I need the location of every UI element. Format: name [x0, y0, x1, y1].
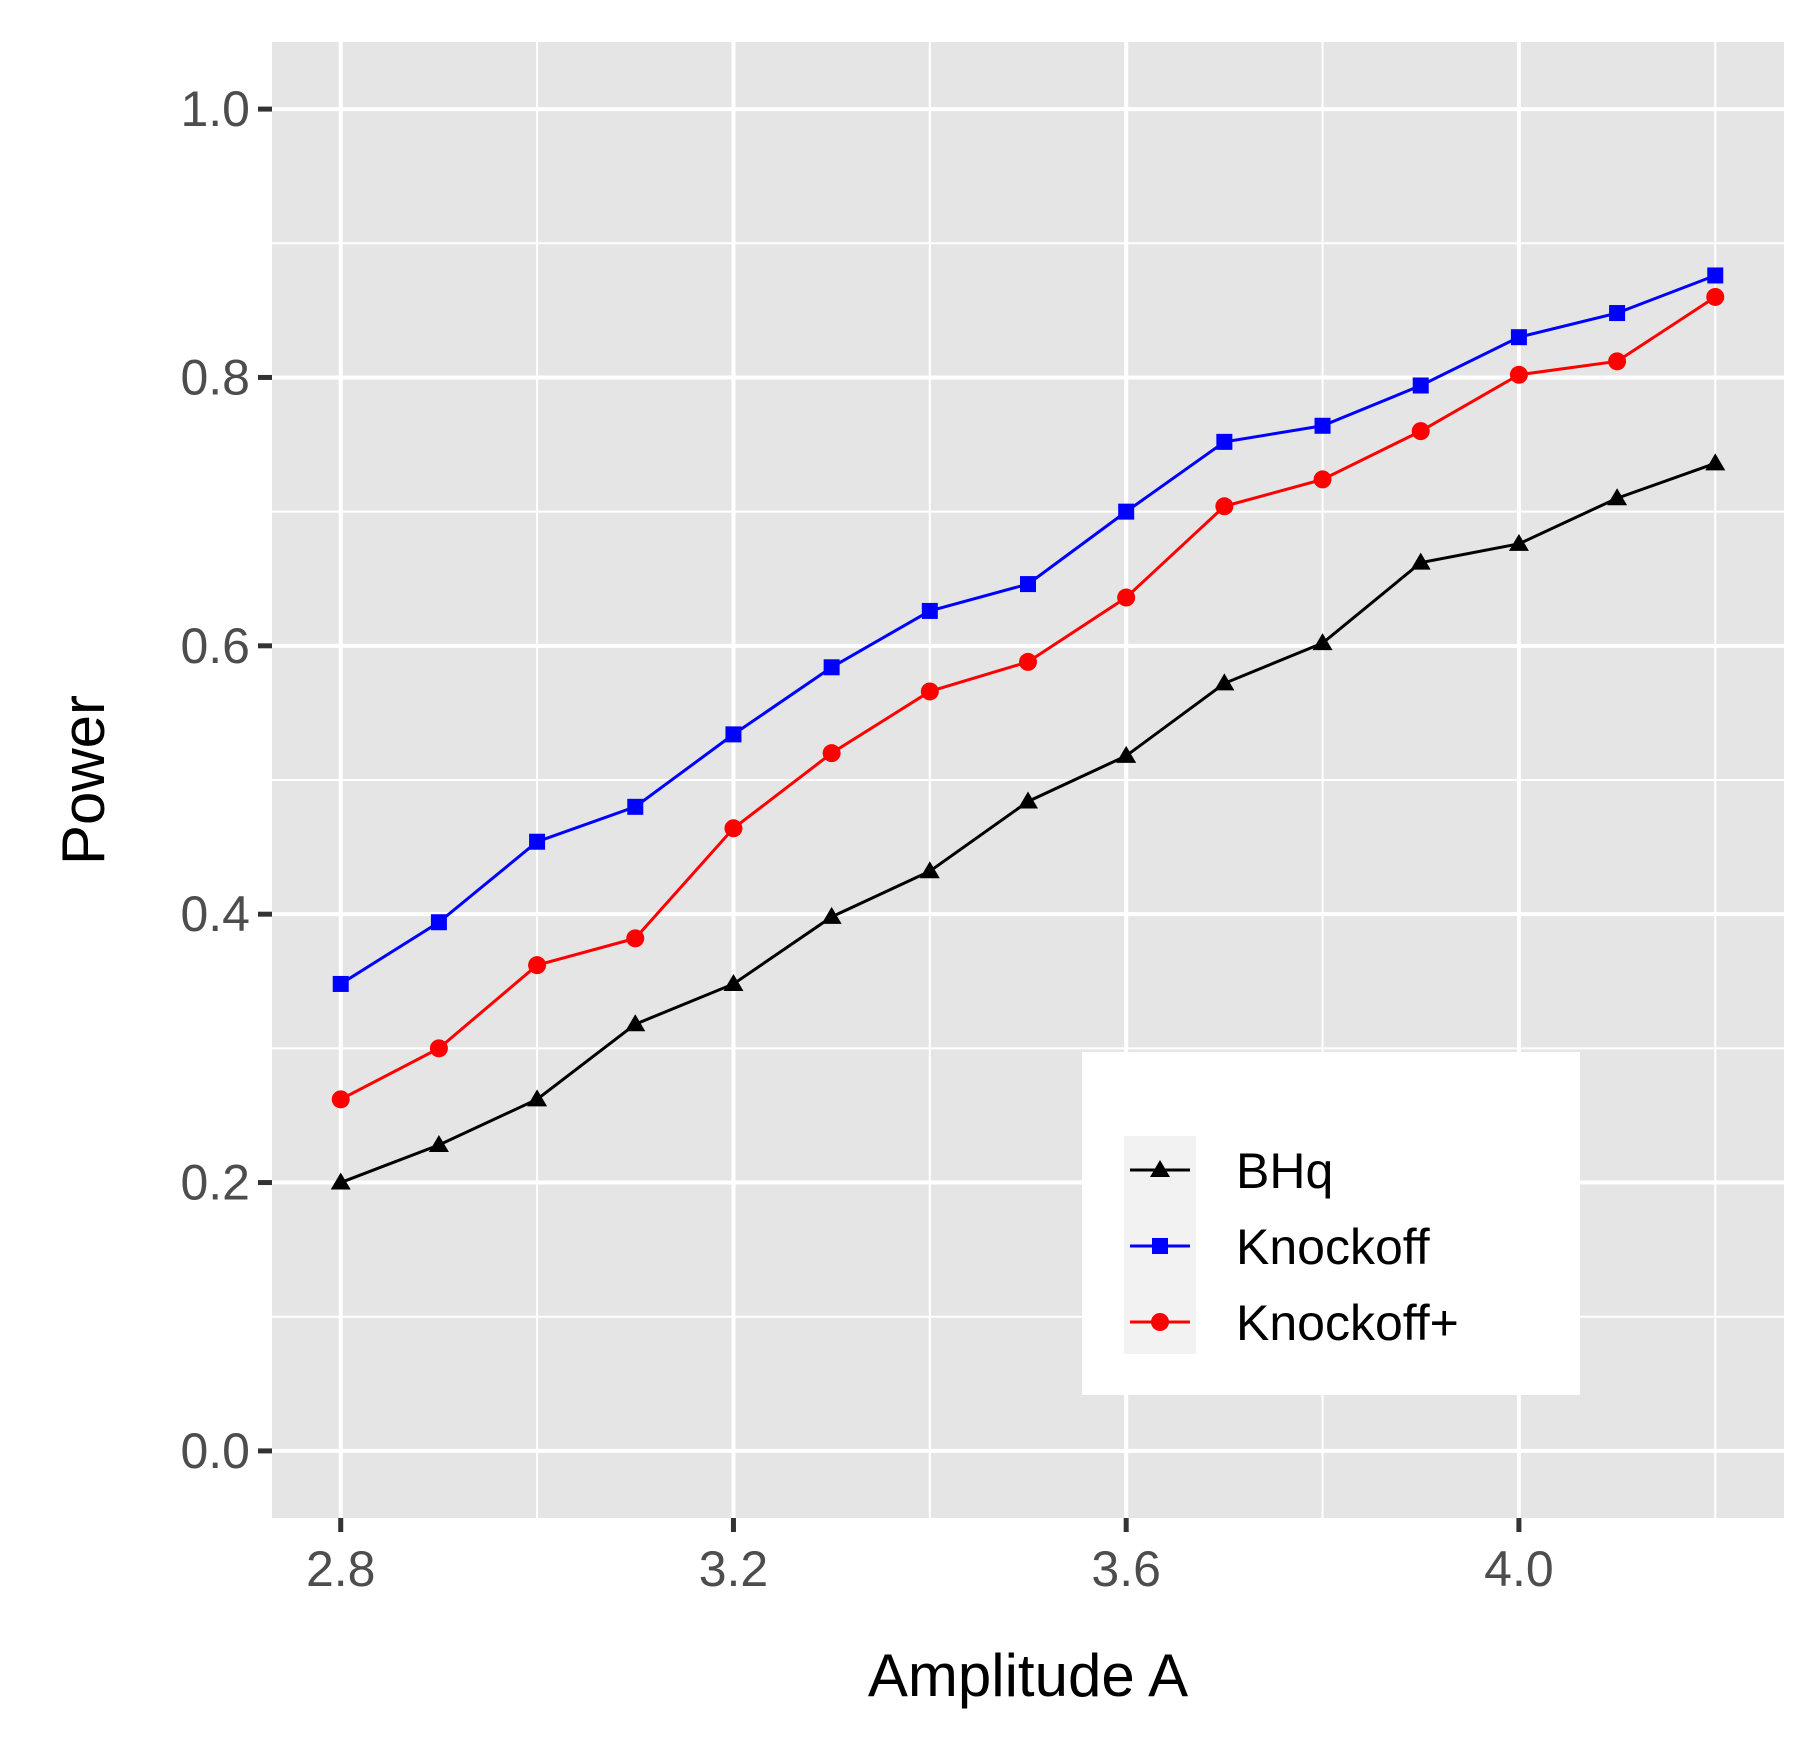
series-bhq: [330, 453, 1726, 1190]
x-tick-label: 3.2: [699, 1541, 769, 1597]
data-point-bhq: [1410, 552, 1431, 570]
data-point-knockoff: [921, 602, 938, 619]
data-point-bhq: [625, 1014, 646, 1032]
legend-swatch-marker: [1151, 1313, 1169, 1331]
data-point-bhq: [919, 861, 940, 879]
legend-label: BHq: [1236, 1143, 1333, 1199]
legend-label: Knockoff+: [1236, 1295, 1459, 1351]
data-point-knockoff: [1216, 433, 1233, 450]
data-point-knockoff: [823, 659, 840, 676]
y-tick-label: 0.6: [180, 618, 250, 674]
data-point-bhq: [428, 1134, 449, 1152]
legend: BHq Knockoff Knockoff+: [1082, 1052, 1580, 1395]
data-point-knockoff: [1609, 305, 1626, 322]
data-point-knockoff-plus: [331, 1090, 350, 1109]
y-tick-label: 1.0: [180, 81, 250, 137]
data-point-bhq: [723, 973, 744, 991]
data-point-knockoff: [430, 914, 447, 931]
y-tick-label: 0.4: [180, 886, 250, 942]
data-point-knockoff-plus: [626, 929, 645, 948]
y-axis-title: Power: [50, 695, 117, 865]
data-point-bhq: [1312, 633, 1333, 651]
y-tick-label: 0.8: [180, 349, 250, 405]
legend-swatch-marker: [1150, 1160, 1170, 1177]
data-point-knockoff-plus: [1019, 652, 1037, 671]
data-point-knockoff-plus: [1411, 422, 1430, 441]
data-point-bhq: [1116, 745, 1137, 763]
data-point-bhq: [1705, 453, 1726, 471]
data-point-knockoff: [1020, 576, 1036, 593]
data-point-knockoff-plus: [1608, 352, 1627, 371]
data-point-knockoff-plus: [1706, 287, 1725, 306]
major-gridlines: [272, 42, 1784, 1518]
data-point-bhq: [821, 906, 842, 924]
data-point-knockoff: [1510, 329, 1527, 346]
data-point-knockoff-plus: [724, 819, 743, 838]
data-point-bhq: [1508, 533, 1529, 551]
x-tick-label: 2.8: [306, 1541, 376, 1597]
legend-swatch-marker: [1152, 1238, 1168, 1254]
data-point-knockoff: [332, 975, 349, 992]
data-point-knockoff: [725, 726, 742, 743]
series-knockoff: [332, 267, 1724, 992]
data-point-knockoff-plus: [1117, 588, 1136, 607]
data-point-knockoff-plus: [429, 1039, 448, 1058]
data-point-knockoff: [1707, 267, 1724, 284]
legend-item-bhq: BHq: [1130, 1143, 1333, 1199]
data-point-bhq: [1214, 673, 1235, 691]
x-tick-label: 3.6: [1091, 1541, 1161, 1597]
y-tick-label: 0.0: [180, 1423, 250, 1479]
series-knockoff-plus: [331, 287, 1725, 1109]
x-axis: 2.8 3.2 3.6 4.0: [306, 1518, 1554, 1597]
data-point-knockoff: [529, 833, 546, 850]
data-point-knockoff-plus: [1509, 365, 1528, 384]
data-point-bhq: [1018, 791, 1038, 809]
data-point-knockoff: [627, 798, 644, 815]
legend-label: Knockoff: [1236, 1219, 1430, 1275]
data-point-knockoff: [1314, 417, 1331, 434]
y-axis: 0.0 0.2 0.4 0.6 0.8 1.0: [180, 81, 272, 1479]
legend-item-knockoff: Knockoff: [1130, 1219, 1430, 1275]
x-tick-label: 4.0: [1484, 1541, 1554, 1597]
data-point-knockoff-plus: [1215, 497, 1234, 516]
data-point-knockoff-plus: [528, 956, 547, 975]
x-axis-title: Amplitude A: [868, 1642, 1188, 1709]
data-point-knockoff-plus: [920, 682, 939, 701]
data-point-knockoff: [1118, 503, 1135, 520]
data-point-knockoff-plus: [1313, 470, 1332, 489]
data-point-bhq: [330, 1172, 351, 1190]
y-tick-label: 0.2: [180, 1155, 250, 1211]
data-point-knockoff-plus: [822, 744, 841, 763]
legend-item-knockoff-plus: Knockoff+: [1130, 1295, 1459, 1351]
data-point-bhq: [1607, 488, 1628, 506]
data-point-knockoff: [1412, 377, 1429, 394]
data-point-bhq: [527, 1089, 548, 1107]
series-layer: [330, 267, 1726, 1190]
